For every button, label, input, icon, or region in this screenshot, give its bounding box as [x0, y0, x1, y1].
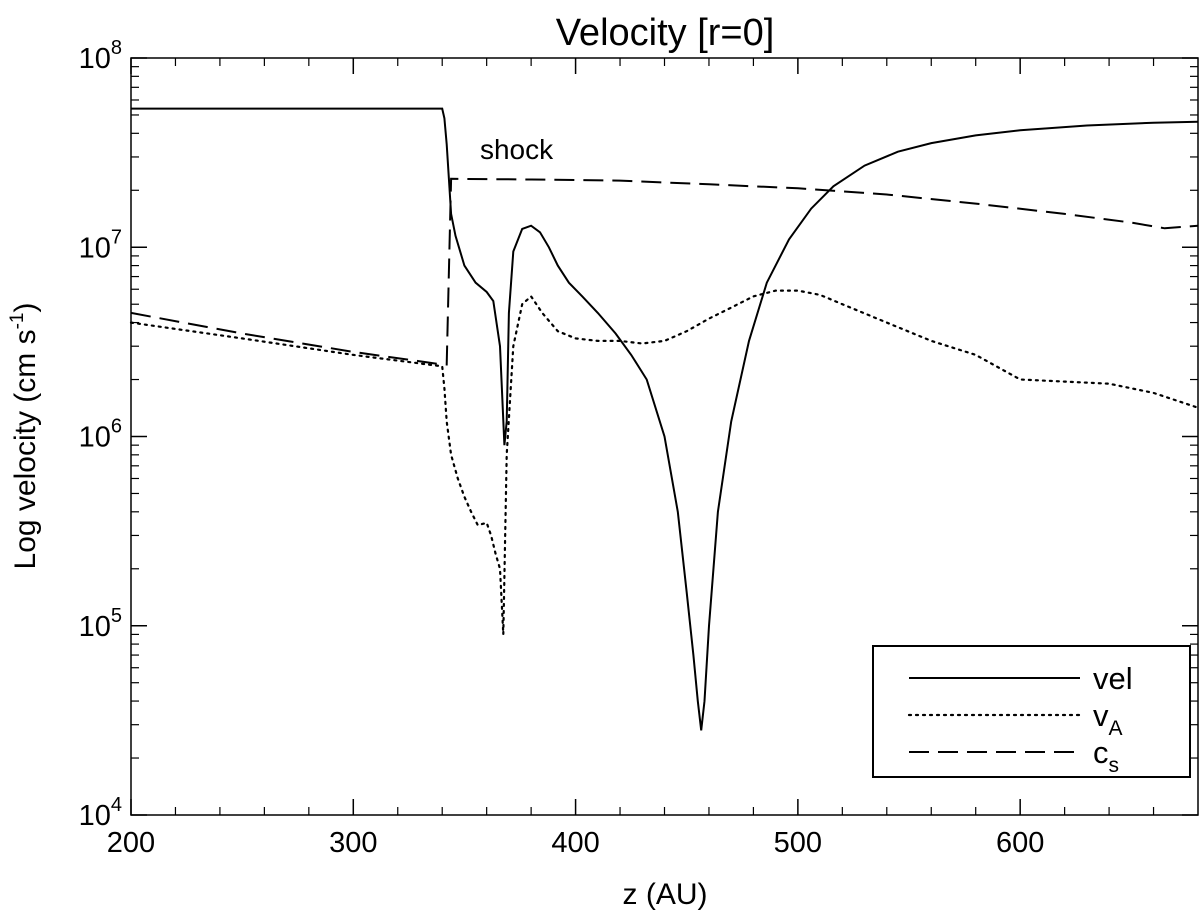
y-tick-label: 104 — [79, 794, 122, 832]
x-tick-label: 200 — [107, 827, 155, 859]
y-tick-exponent: 7 — [111, 226, 122, 248]
y-axis-label-close: ) — [9, 303, 42, 313]
y-tick-exponent: 4 — [111, 794, 122, 816]
x-axis-label: z (AU) — [623, 878, 708, 911]
y-tick-exponent: 8 — [111, 37, 122, 59]
legend-label-subscript: A — [1109, 717, 1123, 740]
legend-label-cs: cs — [1093, 735, 1119, 777]
legend-label-text: vel — [1093, 661, 1133, 696]
y-tick-label: 106 — [79, 416, 122, 454]
series-layer — [129, 107, 1200, 731]
y-axis-label: Log velocity (cm s-1) — [7, 303, 42, 570]
legend-label-text: v — [1093, 698, 1109, 733]
y-tick-base: 10 — [79, 43, 111, 75]
x-tick-label: 400 — [551, 827, 599, 859]
y-tick-base: 10 — [79, 422, 111, 454]
y-tick-label: 105 — [79, 605, 122, 643]
y-tick-base: 10 — [79, 611, 111, 643]
annotation-shock: shock — [480, 134, 554, 165]
legend-label-text: c — [1093, 735, 1109, 770]
y-tick-base: 10 — [79, 232, 111, 264]
y-tick-exponent: 6 — [111, 416, 122, 438]
y-tick-base: 10 — [79, 800, 111, 832]
series-line-va — [129, 289, 1200, 635]
legend-label-va: vA — [1093, 698, 1123, 740]
plot-frame — [130, 57, 1199, 816]
x-tick-label: 500 — [774, 827, 822, 859]
legend-box — [872, 645, 1191, 778]
x-tick-label: 300 — [329, 827, 377, 859]
x-tick-label: 600 — [996, 827, 1044, 859]
series-line-cs — [130, 177, 1199, 366]
y-tick-label: 108 — [79, 37, 122, 75]
chart-title: Velocity [r=0] — [556, 12, 775, 54]
y-axis-label-exponent: -1 — [7, 313, 28, 330]
legend-label-vel: vel — [1093, 661, 1133, 696]
y-tick-label: 107 — [79, 226, 122, 264]
series-line-vel — [131, 107, 1199, 731]
y-axis-label-main: Log velocity (cm s — [9, 329, 42, 569]
legend-label-subscript: s — [1109, 754, 1120, 777]
y-tick-exponent: 5 — [111, 605, 122, 627]
